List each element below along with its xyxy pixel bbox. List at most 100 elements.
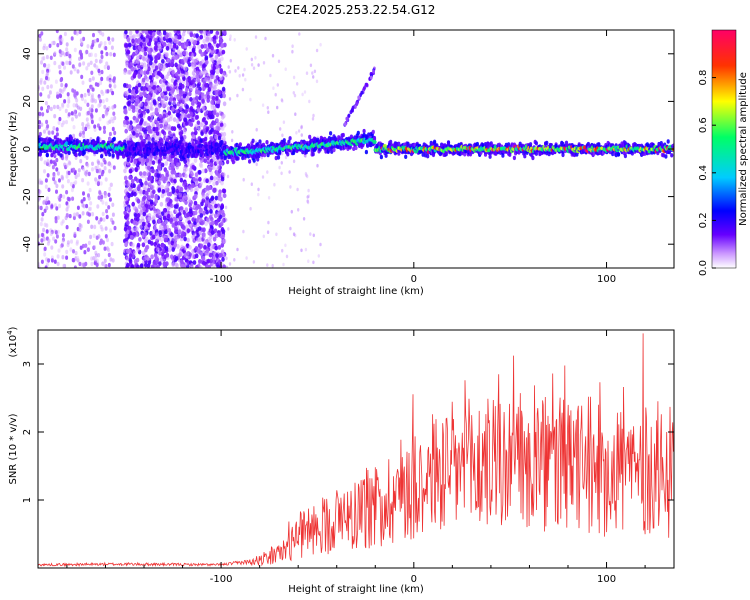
- spectrogram-cell: [79, 245, 83, 250]
- spectrogram-cell: [87, 62, 91, 67]
- spectrogram-cell: [38, 111, 42, 117]
- spectrogram-cell: [145, 57, 149, 63]
- spectrogram-cell: [192, 176, 196, 182]
- spectrogram-cell: [82, 130, 85, 135]
- spectrogram-cell: [172, 216, 177, 222]
- spectrogram-cell: [104, 177, 108, 182]
- spectrogram-cell: [55, 189, 58, 194]
- spectrogram-cell: [135, 132, 139, 138]
- spectrogram-cell: [161, 58, 165, 64]
- spectrogram-cell: [203, 245, 207, 250]
- spectrogram-cell: [128, 253, 133, 258]
- spectrogram-cell: [180, 63, 184, 69]
- spectrogram-cell: [319, 242, 322, 247]
- spectrogram-cell: [248, 159, 252, 164]
- spectrogram-cell: [150, 88, 154, 94]
- spectrogram-cell: [185, 72, 189, 78]
- spectrogram-cell: [159, 257, 164, 262]
- spectrogram-cell: [44, 265, 48, 268]
- spectrogram-cell: [125, 90, 130, 96]
- spectrogram-cell: [221, 49, 226, 55]
- spectrogram-cell: [41, 212, 45, 217]
- spectrogram-cell: [90, 224, 94, 229]
- spectrogram-cell: [264, 36, 267, 41]
- spectrogram-cell: [65, 42, 69, 47]
- spectrogram-cell: [267, 220, 270, 225]
- spectrogram-cell: [220, 155, 224, 160]
- spectrogram-cell: [85, 66, 89, 71]
- spectrogram-cell: [107, 36, 111, 41]
- spectrogram-cell: [273, 182, 276, 187]
- spectrogram-cell: [196, 120, 201, 126]
- spectrogram-cell: [241, 73, 245, 77]
- spectrogram-cell: [126, 157, 130, 162]
- spectrogram-cell: [156, 173, 160, 178]
- spectrogram-cell: [200, 131, 204, 137]
- spectrogram-cell: [183, 173, 188, 179]
- spectrogram-cell: [97, 160, 101, 166]
- spectrogram-cell: [181, 84, 185, 89]
- spectrogram-cell: [297, 208, 300, 212]
- spectrogram-cell: [67, 197, 71, 202]
- spectrogram-cell: [78, 30, 82, 35]
- spectrogram-cell: [166, 86, 170, 92]
- spectrogram-cell: [147, 66, 151, 72]
- spectrogram-cell: [170, 126, 175, 131]
- spectrogram-cell: [98, 117, 102, 122]
- spectrogram-cell: [210, 74, 214, 80]
- spectrogram-cell: [88, 187, 92, 193]
- spectrogram-cell: [199, 158, 204, 164]
- spectrogram-cell: [199, 34, 204, 40]
- spectrogram-cell: [196, 30, 200, 33]
- spectrogram-cell: [204, 76, 208, 82]
- spectrogram-cell: [162, 113, 166, 119]
- spectrogram-cell: [162, 208, 167, 213]
- spectrogram-cell: [148, 50, 152, 56]
- spectrogram-cell: [108, 169, 112, 174]
- spectrogram-cell: [141, 77, 146, 83]
- spectrogram-cell: [168, 38, 173, 43]
- spectrogram-cell: [49, 106, 53, 112]
- spectrogram-cell: [105, 214, 109, 220]
- spectrogram-cell: [158, 113, 163, 119]
- spectrogram-cell: [91, 161, 94, 166]
- spectrogram-cell: [107, 252, 111, 258]
- spectrogram-cell: [67, 170, 71, 176]
- spectrogram-cell: [90, 114, 94, 119]
- spectrogram-cell: [44, 184, 48, 189]
- spectrogram-cell: [189, 32, 194, 38]
- spectrogram-cell: [197, 248, 201, 254]
- spectrogram-cell: [151, 65, 155, 71]
- spectrogram-cell: [54, 239, 58, 244]
- spectrogram-cell: [173, 81, 177, 86]
- spectrogram-cell: [110, 241, 114, 247]
- spectrogram-cell: [214, 89, 218, 95]
- spectrogram-cell: [155, 131, 160, 136]
- spectrogram-cell: [81, 122, 85, 127]
- spectrogram-cell: [71, 257, 75, 263]
- spectrogram-cell: [173, 233, 177, 239]
- spectrogram-cell: [152, 219, 156, 225]
- spectrogram-cell: [86, 219, 90, 224]
- spectrogram-cell: [95, 262, 99, 268]
- spectrogram-cell: [97, 253, 101, 258]
- spectrogram-cell: [171, 165, 175, 171]
- spectrogram-cell: [52, 236, 56, 241]
- spectrogram-cell: [151, 184, 155, 190]
- spectrogram-cell: [204, 136, 208, 142]
- spectrogram-cell: [190, 172, 194, 177]
- spectrogram-cell: [95, 216, 99, 221]
- spectrogram-cell: [112, 78, 116, 83]
- spectrogram-cell: [58, 178, 61, 183]
- spectrogram-cell: [212, 187, 217, 193]
- spectrogram-cell: [160, 79, 164, 85]
- spectrogram-cell: [135, 49, 139, 54]
- spectrogram-cell: [123, 70, 127, 75]
- spectrogram-cell: [221, 257, 225, 262]
- spectrogram-cell: [157, 164, 161, 170]
- spectrogram-cell: [277, 59, 281, 64]
- spectrogram-cell: [47, 238, 51, 243]
- spectrogram-cell: [113, 130, 117, 136]
- spectrogram-cell: [203, 95, 208, 101]
- spectrogram-cell: [205, 59, 209, 65]
